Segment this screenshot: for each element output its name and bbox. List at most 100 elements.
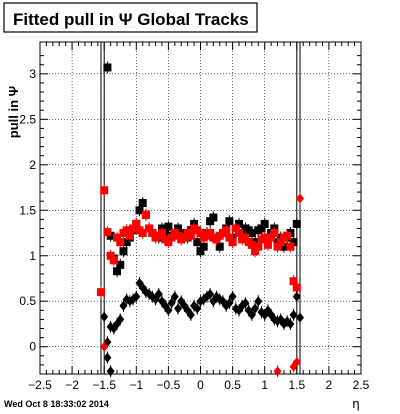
timestamp: Wed Oct 8 18:33:02 2014 [4,399,109,409]
data-point-diamond [206,288,215,299]
data-point-square [279,242,288,251]
x-tick-label: 1 [261,378,268,392]
data-point-square [260,219,269,228]
data-point-square [222,226,231,235]
data-point-diamond [100,311,109,322]
data-point-square [276,238,285,247]
data-point-diamond [241,298,250,309]
data-point-square [164,222,173,231]
data-point-square [106,251,115,260]
data-point-square [157,229,166,238]
data-point-square [273,242,282,251]
data-point-square [125,231,134,240]
grid-lines [40,42,361,374]
data-point-square [241,233,250,242]
data-point-square [263,240,272,249]
x-tick-label: 1.5 [288,378,305,392]
data-point-square [103,63,112,72]
data-point-square [103,228,112,237]
data-point-diamond [296,193,305,204]
data-point-square [199,242,208,251]
data-point-square [135,206,144,215]
data-point-square [193,238,202,247]
data-point-square [235,219,244,228]
data-point-square [132,219,141,228]
data-point-diamond [116,314,125,325]
data-point-square [180,233,189,242]
data-point-diamond [164,305,173,316]
data-point-square [235,229,244,238]
data-point-square [113,267,122,276]
data-point-square [260,233,269,242]
data-point-square [174,224,183,233]
data-point-square [286,242,295,251]
x-tick-label: −1.5 [92,378,116,392]
data-point-square [228,238,237,247]
data-point-diamond [119,300,128,311]
data-point-diamond [174,303,183,314]
data-point-square [251,247,260,256]
data-point-square [231,224,240,233]
data-point-square [119,247,128,256]
data-point-square [206,229,215,238]
data-point-diamond [292,357,301,368]
data-point-square [209,213,218,222]
data-point-diamond [292,291,301,302]
data-point-diamond [228,291,237,302]
data-point-diamond [193,303,202,314]
x-tick-label: −0.5 [157,378,181,392]
data-point-square [148,229,157,238]
x-tick-label: −2 [65,378,79,392]
data-point-square [145,224,154,233]
data-point-square [289,277,298,286]
title-box [3,2,258,33]
data-point-square [289,238,298,247]
data-point-square [267,233,276,242]
y-tick-label: 1 [29,249,36,263]
data-point-diamond [251,303,260,314]
data-point-diamond [103,352,112,363]
y-tick-label: 1.5 [19,203,36,217]
data-point-diamond [170,291,179,302]
data-point-square [196,229,205,238]
data-point-square [292,219,301,228]
y-tick-label: 0.5 [19,294,36,308]
data-point-diamond [167,298,176,309]
x-tick-label: 0.5 [224,378,241,392]
axis-ticks: −2.5 −2 −1.5 −1 −0.5 0 0.5 1 1.5 2 2.5 0 0.5 1 1.5 2 2.5… [19,42,370,392]
y-tick-label: 2.5 [19,112,36,126]
data-point-square [225,233,234,242]
data-point-square [122,238,131,247]
data-point-diamond [225,298,234,309]
data-point-diamond [100,341,109,352]
x-tick-label: 0 [197,378,204,392]
y-axis-label: pull in Ψ [6,86,21,138]
data-point-square [283,231,292,240]
data-point-square [113,233,122,242]
x-axis-label: η [352,396,359,411]
data-point-diamond [254,296,263,307]
data-point-diamond [132,291,141,302]
data-point-square [164,238,173,247]
data-point-square [129,224,138,233]
data-point-diamond [186,309,195,320]
data-point-square [138,198,147,207]
data-point-diamond [154,288,163,299]
data-point-square [257,224,266,233]
data-point-square [247,229,256,238]
data-point-square [186,231,195,240]
data-point-square [167,233,176,242]
data-point-square [225,217,234,226]
data-point-diamond [247,309,256,320]
x-tick-label: 2 [326,378,333,392]
data-point-square [292,283,301,292]
data-point-square [196,247,205,256]
data-point-square [141,210,150,219]
chart-title: Fitted pull in Ψ Global Tracks [13,10,249,29]
data-point-diamond [296,312,305,323]
data-point-square [109,256,118,265]
data-point-square [254,242,263,251]
data-point-square [116,260,125,269]
data-point-square [116,238,125,247]
